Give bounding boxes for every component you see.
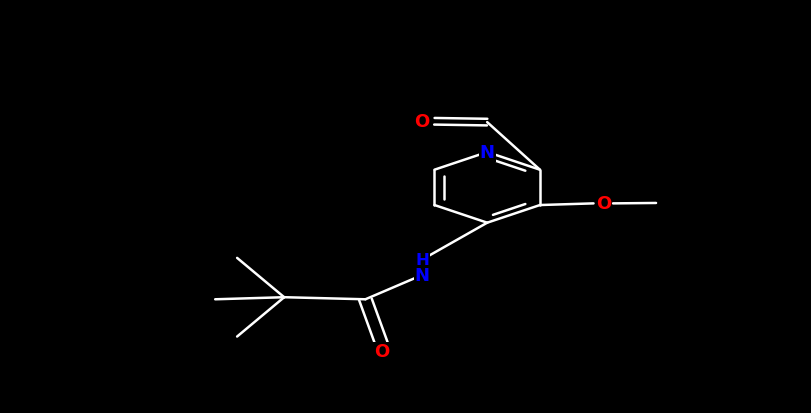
Text: H: H — [414, 251, 429, 269]
Text: N: N — [479, 144, 494, 161]
Text: N: N — [414, 267, 429, 285]
Text: O: O — [595, 195, 610, 213]
Text: O: O — [374, 343, 388, 361]
Text: O: O — [414, 113, 429, 131]
